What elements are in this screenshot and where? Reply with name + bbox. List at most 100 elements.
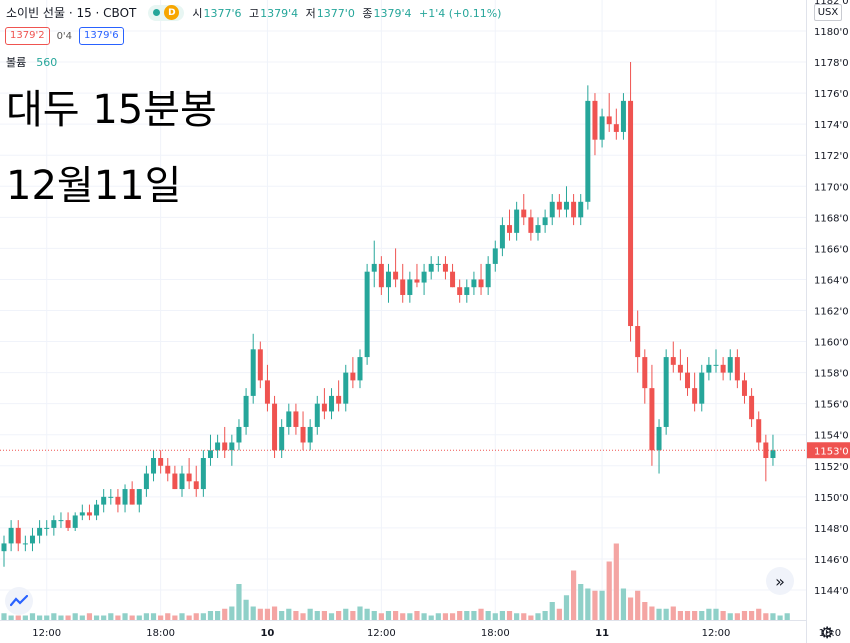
candle-body	[535, 225, 541, 233]
candle-body	[243, 395, 249, 427]
volume-bar	[670, 606, 676, 620]
volume-bar	[236, 584, 242, 620]
candle-body	[229, 442, 235, 451]
candle-body	[499, 225, 505, 249]
annotation-date: 12월11일	[6, 163, 182, 209]
last-price-tag: 1153'0	[0, 442, 850, 459]
last-price-box	[807, 442, 850, 459]
price-tick-label: 1166'0	[814, 244, 849, 255]
candle	[613, 108, 619, 140]
volume-legend[interactable]: 볼륨 560	[6, 54, 57, 70]
candle	[243, 388, 249, 435]
candle	[336, 380, 342, 412]
candle	[22, 535, 28, 552]
close-label: 종	[362, 6, 373, 20]
volume-bar	[400, 613, 406, 620]
volume-bar	[279, 611, 285, 620]
candle	[471, 271, 477, 295]
symbol-title[interactable]: 소이빈 선물 · 15 · CBOT	[6, 6, 137, 20]
volume-bar	[571, 570, 577, 620]
candle	[628, 62, 634, 342]
candle-body	[756, 419, 762, 443]
time-tick-label: 11	[595, 628, 609, 639]
candle-body	[450, 271, 456, 288]
candle	[193, 465, 199, 497]
candle-body	[749, 395, 755, 420]
last-price-label: 1153'0	[814, 446, 849, 457]
candle	[122, 484, 128, 513]
volume-bar	[677, 611, 683, 620]
candle-body	[720, 364, 726, 373]
candle-body	[129, 489, 135, 505]
currency-label[interactable]: USX	[814, 4, 842, 21]
candle-body	[200, 458, 206, 490]
price-axis-background	[806, 0, 850, 643]
gear-icon[interactable]: ⚙	[820, 623, 835, 642]
candle-body	[400, 279, 406, 295]
candle-body	[592, 100, 598, 140]
candle-body	[222, 442, 228, 451]
price-axis[interactable]: 1144'0 1146'0 1148'0 1150'0 1152'0 1154'0 1156…	[806, 0, 850, 643]
candle-body	[706, 364, 712, 373]
volume-bar	[749, 611, 755, 620]
volume-bar	[692, 611, 698, 620]
candle	[385, 263, 391, 303]
buy-button[interactable]: 1379'6	[79, 27, 124, 45]
volume-bar	[763, 613, 769, 620]
volume-bar	[79, 615, 85, 620]
candle-body	[407, 279, 413, 295]
candle-body	[514, 209, 520, 233]
price-tick-label: 1164'0	[814, 275, 849, 286]
price-tick-label: 1148'0	[814, 524, 849, 535]
price-tick-label: 1144'0	[814, 586, 849, 597]
sell-button[interactable]: 1379'2	[5, 27, 50, 45]
delayed-data-badge: D	[164, 5, 180, 20]
candle	[741, 372, 747, 404]
candle-body	[186, 473, 192, 482]
scroll-to-realtime-icon[interactable]: »	[766, 567, 794, 595]
candle-body	[727, 357, 733, 373]
candle	[1, 535, 7, 567]
time-axis[interactable]: 12:00 18:00 10 12:00 18:00 11 12:00 18:0	[0, 620, 841, 643]
candle-body	[699, 372, 705, 404]
candle	[400, 263, 406, 303]
market-status-badge[interactable]: D	[148, 4, 185, 21]
candle	[677, 349, 683, 381]
volume-bar	[172, 615, 178, 620]
candle-body	[521, 209, 527, 218]
candle	[329, 388, 335, 420]
candle	[428, 256, 434, 280]
candle	[499, 217, 505, 257]
candle-body	[44, 527, 50, 529]
volume-bar	[72, 613, 78, 620]
candle-body	[108, 496, 114, 498]
candle	[314, 395, 320, 435]
candle	[464, 279, 470, 303]
volume-bar	[720, 611, 726, 620]
candle	[556, 194, 562, 218]
candle-body	[692, 388, 698, 404]
low-value: 1377'0	[316, 6, 355, 20]
volume-bar	[15, 615, 21, 620]
volume-bar	[649, 606, 655, 620]
candle-body	[528, 217, 534, 233]
candle	[44, 520, 50, 536]
candle-body	[414, 279, 420, 283]
price-tick-label: 1154'0	[814, 431, 849, 442]
time-tick-label: 10	[260, 628, 274, 639]
candle-body	[478, 279, 484, 288]
volume-bar	[549, 602, 555, 620]
volume-bar	[514, 613, 520, 620]
volume-bar	[407, 613, 413, 620]
candle	[378, 256, 384, 295]
candle-body	[685, 372, 691, 389]
candle	[507, 209, 513, 241]
candle-body	[585, 100, 591, 202]
volume-bar	[314, 611, 320, 620]
candle	[492, 240, 498, 272]
tradingview-logo-icon[interactable]	[5, 587, 33, 615]
price-tick-label: 1150'0	[814, 493, 849, 504]
time-tick-label: 12:00	[32, 628, 61, 639]
volume-bar	[485, 611, 491, 620]
